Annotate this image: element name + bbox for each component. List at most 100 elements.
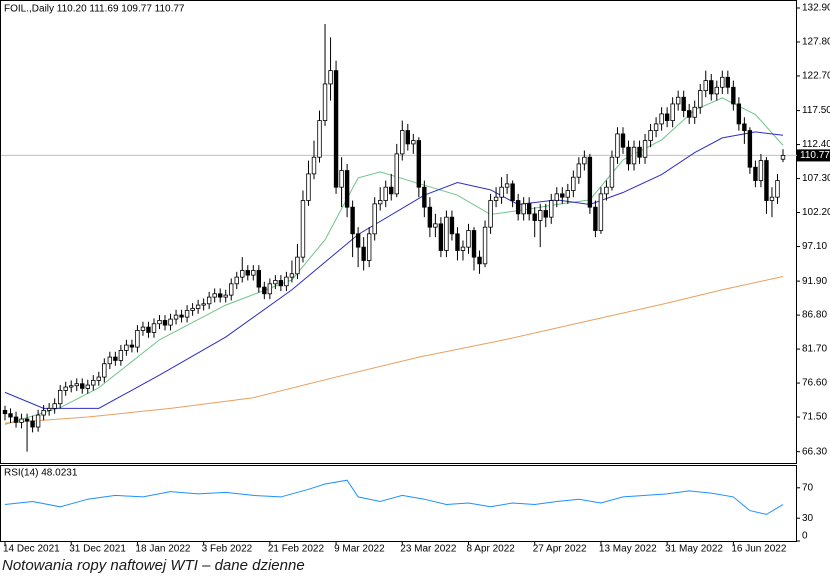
candle-body (201, 303, 206, 306)
candle-body (267, 283, 273, 295)
y-tick-label: 76.60 (802, 378, 827, 389)
caption: Notowania ropy naftowej WTI – dane dzien… (2, 557, 305, 574)
candle-body (317, 120, 322, 158)
candle-body (703, 80, 708, 92)
candle-body (240, 270, 245, 278)
candle-body (251, 270, 256, 276)
x-tick-label: 31 May 2022 (665, 544, 723, 555)
candle-body (184, 310, 190, 318)
candle-body (378, 200, 383, 205)
x-tick-label: 23 Mar 2022 (400, 544, 457, 555)
candle-body (80, 383, 85, 389)
candle-body (52, 403, 57, 409)
y-tick-label: 91.90 (802, 276, 827, 287)
candle-body (626, 146, 631, 165)
candle-body (322, 83, 328, 121)
candle-body (85, 384, 90, 389)
candle-body (560, 193, 565, 198)
x-tick-label: 27 Apr 2022 (533, 544, 587, 555)
candle-body (488, 200, 493, 228)
candle-body (74, 383, 79, 387)
line (4, 275, 784, 424)
candle-body (195, 304, 201, 309)
candle-body (400, 130, 405, 155)
candle-body (96, 376, 102, 381)
last-price-label: 110.77 (800, 150, 830, 161)
x-tick-label: 8 Apr 2022 (466, 544, 515, 555)
candle-body (273, 280, 278, 285)
x-tick-label: 14 Dec 2021 (3, 544, 60, 555)
y-tick-label: 112.40 (802, 139, 830, 150)
candle-body (339, 170, 344, 188)
candle-body (113, 356, 118, 361)
candle-body (438, 223, 444, 251)
candle-body (262, 286, 267, 295)
candle-body (124, 344, 129, 351)
y-tick-label: 127.80 (802, 37, 830, 48)
candle-body (576, 163, 582, 178)
candle-body (311, 156, 317, 175)
y-tick-label: 66.30 (802, 446, 827, 457)
candle-body (444, 216, 449, 251)
candle-body (493, 196, 499, 201)
candle-body (35, 414, 41, 428)
candle-body (118, 350, 124, 361)
candle-body (278, 280, 284, 287)
candle-body (653, 123, 659, 131)
candle-body (8, 413, 13, 418)
candle-body (30, 420, 35, 428)
candle-body (19, 418, 24, 423)
candle-body (736, 103, 742, 125)
candle-body (587, 156, 593, 208)
x-tick-label: 18 Jan 2022 (135, 544, 190, 555)
candle-body (664, 113, 670, 121)
candle-body (565, 190, 571, 198)
candle-body (91, 379, 96, 386)
candle-body (2, 409, 8, 415)
candle-body (389, 186, 394, 195)
candle-body (212, 293, 217, 298)
y-tick-label: 132.90 (802, 3, 830, 14)
candle-body (361, 246, 366, 261)
candle-body (466, 230, 471, 248)
x-tick-label: 31 Dec 2021 (69, 544, 126, 555)
candle-body (538, 210, 543, 221)
candle-body (416, 140, 422, 188)
candle-body (422, 186, 427, 208)
candle-body (140, 326, 146, 331)
y-tick-label: 102.20 (802, 207, 830, 218)
candle-body (659, 113, 664, 125)
candle-body (217, 293, 223, 298)
candle-body (582, 156, 587, 165)
line (4, 479, 784, 515)
candle-body (598, 193, 604, 231)
candle-body (615, 133, 620, 158)
candle-body (637, 146, 642, 158)
candle-body (229, 283, 234, 296)
candle-body (698, 90, 703, 108)
candle-body (63, 386, 68, 391)
candle-body (631, 146, 637, 165)
x-tick-label: 13 May 2022 (599, 544, 657, 555)
candle-body (471, 230, 477, 258)
candle-body (714, 86, 719, 95)
chart-title: FOIL.,Daily 110.20 111.69 109.77 110.77 (4, 4, 185, 15)
candle-body (449, 216, 455, 235)
y-tick-label: 70 (802, 482, 814, 493)
candle-body (642, 140, 648, 158)
y-tick-label: 107.30 (802, 173, 830, 184)
candle-body (460, 246, 466, 251)
y-tick-label: 122.70 (802, 71, 830, 82)
candle-body (333, 70, 339, 188)
candle-body (146, 326, 151, 333)
candle-body (620, 133, 626, 148)
candle-body (284, 276, 289, 287)
candle-body (571, 176, 576, 191)
candle-body (107, 356, 113, 365)
candle-body (725, 76, 731, 88)
candle-body (477, 256, 482, 265)
candle-body (306, 173, 311, 201)
y-tick-label: 30 (802, 513, 814, 524)
candle-body (135, 330, 140, 348)
